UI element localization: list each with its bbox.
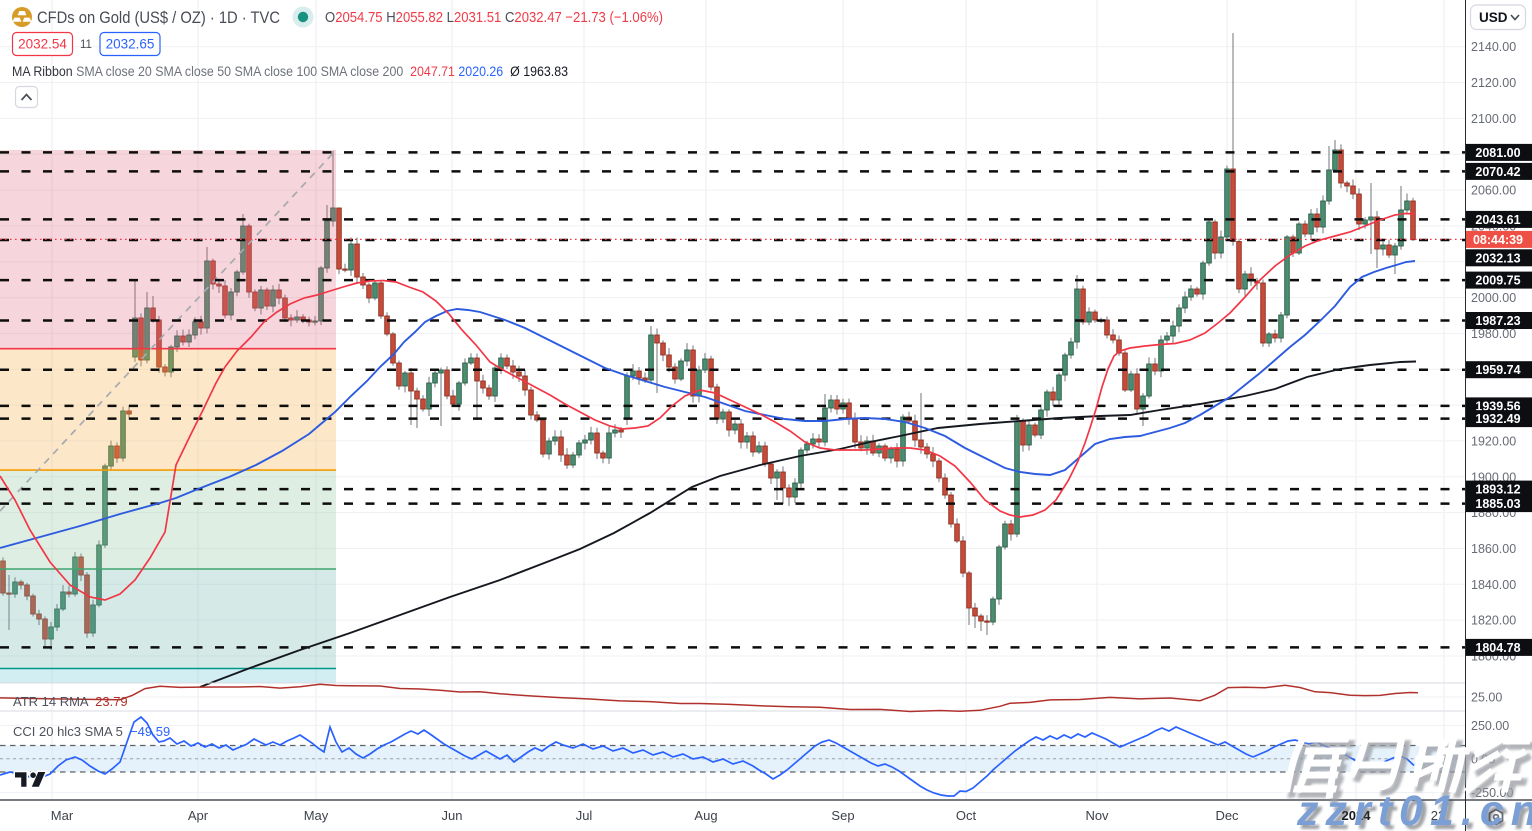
svg-text:1920.00: 1920.00 xyxy=(1471,434,1516,448)
svg-text:1820.00: 1820.00 xyxy=(1471,614,1516,628)
svg-text:1840.00: 1840.00 xyxy=(1471,578,1516,592)
svg-text:Aug: Aug xyxy=(694,808,717,823)
svg-text:Jul: Jul xyxy=(576,808,593,823)
svg-text:1959.74: 1959.74 xyxy=(1475,363,1520,377)
svg-text:Apr: Apr xyxy=(188,808,209,823)
svg-text:2120.00: 2120.00 xyxy=(1471,76,1516,90)
svg-text:2140.00: 2140.00 xyxy=(1471,40,1516,54)
svg-text:1932.49: 1932.49 xyxy=(1475,412,1520,426)
svg-text:O2054.75 H2055.82 L2031.51 C20: O2054.75 H2055.82 L2031.51 C2032.47 −21.… xyxy=(325,10,663,26)
svg-text:CCI 20 hlc3 SMA 5 −49.59: CCI 20 hlc3 SMA 5 −49.59 xyxy=(13,724,170,739)
svg-text:2100.00: 2100.00 xyxy=(1471,112,1516,126)
svg-text:1860.00: 1860.00 xyxy=(1471,542,1516,556)
svg-text:Dec: Dec xyxy=(1215,808,1239,823)
svg-text:MA Ribbon SMA close 20 SMA clo: MA Ribbon SMA close 20 SMA close 50 SMA … xyxy=(12,64,568,79)
svg-text:1987.23: 1987.23 xyxy=(1475,314,1520,328)
svg-text:2000.00: 2000.00 xyxy=(1471,291,1516,305)
svg-text:2032.65: 2032.65 xyxy=(106,37,155,52)
svg-text:2081.00: 2081.00 xyxy=(1475,146,1520,160)
svg-text:2024: 2024 xyxy=(1342,808,1372,823)
svg-text:2009.75: 2009.75 xyxy=(1475,274,1520,288)
svg-text:CFDs on Gold (US$ / OZ) · 1D ·: CFDs on Gold (US$ / OZ) · 1D · TVC xyxy=(37,8,280,27)
svg-text:250.00: 250.00 xyxy=(1471,719,1509,733)
svg-text:1893.12: 1893.12 xyxy=(1475,483,1520,497)
svg-text:USD: USD xyxy=(1479,10,1508,25)
svg-text:08:44:39: 08:44:39 xyxy=(1473,233,1523,247)
svg-text:zzrt01.cn: zzrt01.cn xyxy=(1300,791,1532,831)
svg-text:ATR 14 RMA 23.79: ATR 14 RMA 23.79 xyxy=(13,694,128,709)
svg-text:zzrt01.cn: zzrt01.cn xyxy=(1296,787,1532,831)
svg-text:Mar: Mar xyxy=(51,808,74,823)
svg-text:22: 22 xyxy=(1431,808,1445,823)
svg-text:2032.13: 2032.13 xyxy=(1475,251,1520,265)
svg-text:2060.00: 2060.00 xyxy=(1471,184,1516,198)
svg-text:1804.78: 1804.78 xyxy=(1475,641,1520,655)
svg-text:May: May xyxy=(304,808,329,823)
svg-text:2043.61: 2043.61 xyxy=(1475,213,1520,227)
svg-text:11: 11 xyxy=(80,39,92,51)
svg-text:1885.03: 1885.03 xyxy=(1475,497,1520,511)
svg-text:2032.54: 2032.54 xyxy=(18,37,67,52)
svg-text:2070.42: 2070.42 xyxy=(1475,165,1520,179)
svg-text:25.00: 25.00 xyxy=(1471,691,1502,705)
svg-text:1939.56: 1939.56 xyxy=(1475,399,1520,413)
svg-text:Nov: Nov xyxy=(1085,808,1109,823)
svg-text:Jun: Jun xyxy=(442,808,463,823)
svg-text:Oct: Oct xyxy=(956,808,977,823)
svg-text:Sep: Sep xyxy=(831,808,854,823)
svg-text:1980.00: 1980.00 xyxy=(1471,327,1516,341)
